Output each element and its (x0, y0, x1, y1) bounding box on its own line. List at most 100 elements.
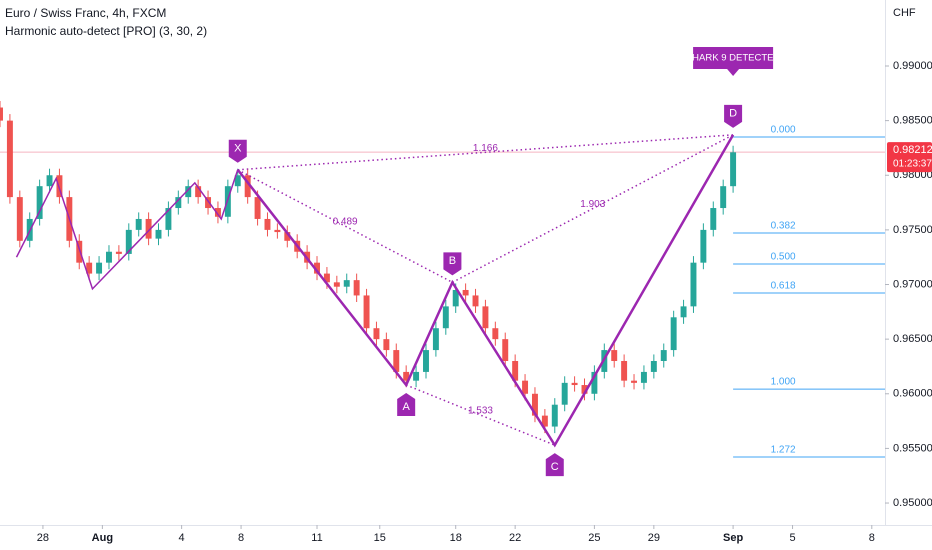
y-tick-label: 0.96000 (893, 388, 932, 400)
candle-body (670, 317, 677, 351)
fib-label: 1.000 (771, 377, 796, 388)
candle-body (502, 339, 509, 361)
x-tick-label: Sep (723, 532, 743, 544)
candle-body (442, 306, 449, 329)
y-tick-label: 0.96500 (893, 333, 932, 345)
candle-body (413, 371, 420, 381)
candle-body (423, 350, 429, 372)
x-tick-label: 28 (37, 532, 49, 544)
point-label: D (729, 108, 737, 120)
ratio-label: 0.489 (333, 217, 358, 228)
candle-body (333, 282, 340, 287)
candle-body (383, 339, 390, 351)
ratio-label: 1.533 (468, 406, 493, 417)
candle-body (571, 382, 578, 386)
point-label: A (403, 401, 411, 413)
y-tick-label: 0.97500 (893, 224, 932, 236)
candle-body (175, 197, 182, 209)
candle-body (155, 229, 162, 239)
candle-body (700, 229, 707, 263)
ratio-label: 1.166 (473, 143, 498, 154)
price-tag (887, 142, 932, 173)
y-tick-label: 0.95000 (893, 497, 932, 509)
candle-body (522, 380, 529, 394)
candle-body (115, 251, 122, 254)
candle-body (462, 289, 469, 296)
point-label: B (449, 255, 456, 267)
candle-body (482, 306, 489, 329)
x-tick-label: 8 (869, 532, 875, 544)
candle-body (393, 350, 400, 372)
y-tick-label: 0.98000 (893, 169, 932, 181)
candle-body (244, 175, 251, 198)
candle-body (591, 371, 598, 394)
candle-body (46, 175, 53, 187)
candle-body (6, 120, 13, 198)
point-marker (545, 453, 564, 477)
candle-body (452, 289, 459, 307)
point-marker (228, 139, 247, 163)
candle-body (185, 186, 192, 198)
candle-body (195, 186, 202, 198)
candle-body (660, 350, 667, 361)
x-tick-label: Aug (92, 532, 113, 544)
candle-body (234, 175, 241, 187)
candle-body (264, 218, 271, 230)
candle-body (106, 251, 112, 263)
y-tick-label: 0.98500 (893, 115, 932, 127)
x-tick-label: 11 (311, 532, 322, 544)
candle-body (86, 262, 93, 274)
x-tick-label: 5 (789, 532, 795, 544)
candle-body (730, 152, 737, 187)
candle-body (561, 382, 568, 405)
candle-body (432, 328, 439, 351)
candle-body (125, 229, 132, 254)
candle-body (165, 208, 172, 230)
point-label: C (551, 461, 559, 473)
fib-label: 0.000 (771, 125, 796, 136)
candle-body (76, 240, 83, 263)
annotation: SHARK 9 DETECTED (686, 53, 781, 64)
x-tick-label: 25 (588, 532, 600, 544)
fib-label: 0.382 (771, 221, 796, 232)
candle-body (690, 262, 697, 307)
candle-body (541, 415, 548, 427)
candle-body (720, 186, 727, 209)
fib-label: 0.500 (771, 252, 796, 263)
x-tick-label: 8 (238, 532, 244, 544)
candle-body (0, 107, 3, 121)
candle-body (403, 371, 410, 381)
candle-body (551, 404, 558, 427)
candle-body (145, 218, 152, 239)
ratio-leg (452, 134, 734, 283)
candle-body (314, 262, 320, 274)
candle-body (680, 306, 687, 318)
ratio-leg (237, 134, 734, 171)
point-label: X (234, 143, 242, 155)
candle-body (621, 360, 628, 381)
fib-label: 0.618 (771, 281, 796, 292)
x-tick-label: 18 (450, 532, 462, 544)
candle-body (581, 385, 588, 394)
fib-label: 1.272 (771, 445, 796, 456)
candle-body (710, 208, 717, 230)
candle-body (650, 360, 657, 372)
candle-body (323, 273, 330, 283)
candle-body (343, 280, 350, 287)
y-tick-label: 0.97000 (893, 278, 932, 290)
point-marker (724, 104, 743, 128)
x-tick-label: 29 (648, 532, 660, 544)
price-tag-value: 0.98212 (893, 144, 932, 156)
indicator-name: Harmonic auto-detect [PRO] (3, 30, 2) (5, 24, 207, 38)
candle-body (36, 186, 43, 219)
candle-body (640, 371, 647, 383)
x-tick-label: 22 (509, 532, 521, 544)
candle-body (214, 208, 221, 217)
candle-body (16, 197, 23, 241)
candle-body (512, 360, 519, 381)
candle-body (363, 295, 370, 329)
currency-label: CHF (893, 7, 916, 19)
zigzag-line (15, 169, 239, 291)
